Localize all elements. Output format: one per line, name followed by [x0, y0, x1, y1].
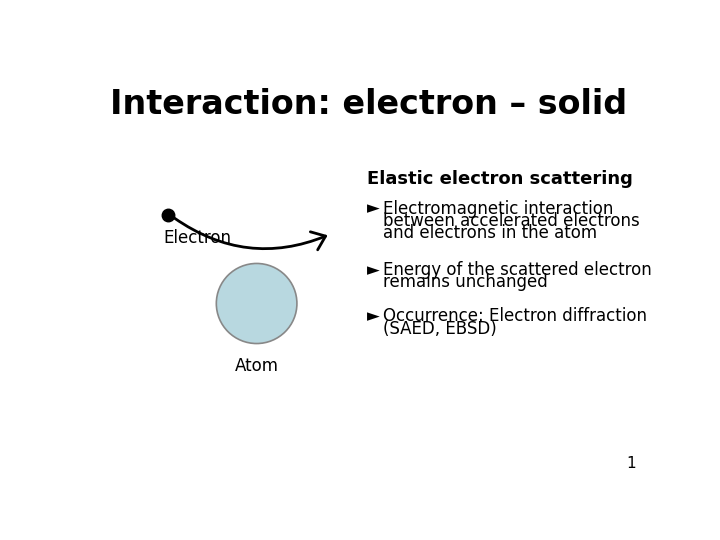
- Text: Electron: Electron: [163, 229, 232, 247]
- Text: Electromagnetic interaction: Electromagnetic interaction: [383, 200, 613, 218]
- Text: remains unchanged: remains unchanged: [383, 273, 548, 292]
- Text: Occurrence: Electron diffraction: Occurrence: Electron diffraction: [383, 307, 647, 325]
- Text: 1: 1: [626, 456, 636, 471]
- Text: ►: ►: [367, 261, 380, 279]
- Text: ►: ►: [367, 307, 380, 325]
- FancyArrowPatch shape: [174, 218, 325, 250]
- Text: (SAED, EBSD): (SAED, EBSD): [383, 320, 497, 338]
- Circle shape: [216, 264, 297, 343]
- Text: Atom: Atom: [235, 357, 279, 375]
- Text: and electrons in the atom: and electrons in the atom: [383, 224, 597, 242]
- Text: Energy of the scattered electron: Energy of the scattered electron: [383, 261, 652, 279]
- Text: between accelerated electrons: between accelerated electrons: [383, 212, 639, 230]
- Text: Interaction: electron – solid: Interaction: electron – solid: [110, 89, 628, 122]
- Text: Elastic electron scattering: Elastic electron scattering: [367, 170, 634, 188]
- Text: ►: ►: [367, 200, 380, 218]
